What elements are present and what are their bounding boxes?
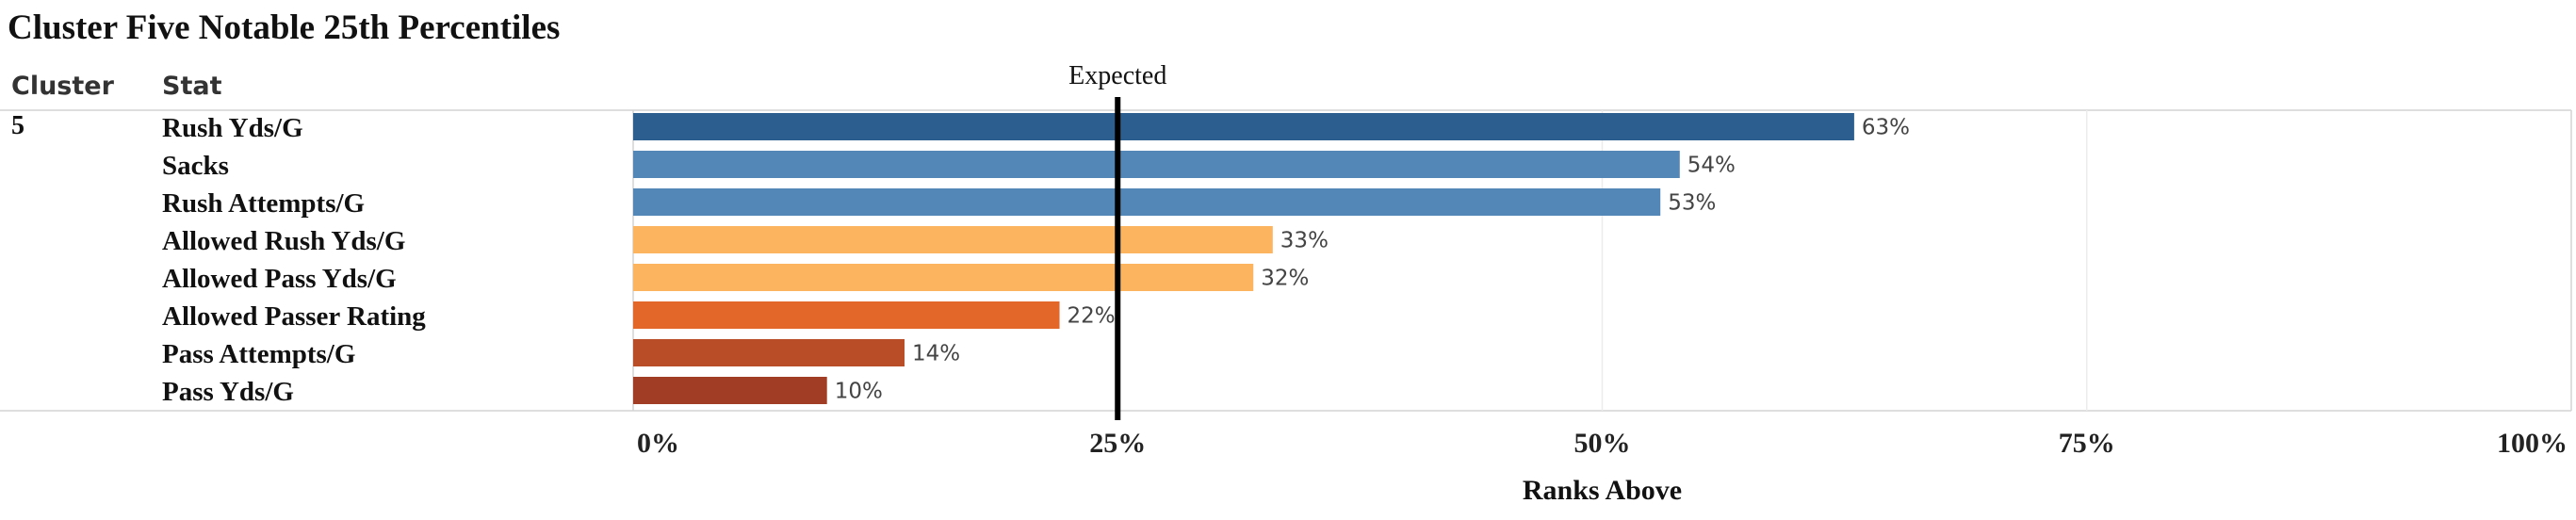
x-tick-label: 50%: [1574, 428, 1631, 459]
x-axis-title: Ranks Above: [1523, 475, 1682, 506]
x-tick-label: 25%: [1089, 428, 1146, 459]
x-tick-label: 75%: [2059, 428, 2115, 459]
value-label: 32%: [1261, 267, 1309, 291]
chart-title: Cluster Five Notable 25th Percentiles: [8, 8, 561, 47]
row-label: Pass Yds/G: [162, 377, 294, 407]
bar: [633, 339, 905, 366]
row-label: Allowed Passer Rating: [162, 301, 426, 332]
reference-line-label: Expected: [1068, 61, 1166, 90]
value-label: 33%: [1280, 229, 1329, 253]
cluster-column-header: Cluster: [11, 72, 114, 101]
row-label: Rush Attempts/G: [162, 188, 366, 219]
value-label: 10%: [835, 380, 883, 404]
cluster-value: 5: [11, 111, 24, 140]
row-label: Sacks: [162, 151, 229, 181]
row-label: Allowed Rush Yds/G: [162, 226, 406, 256]
bar: [633, 113, 1854, 140]
bar: [633, 188, 1661, 216]
bar: [633, 301, 1060, 329]
x-tick-label: 0%: [637, 428, 679, 459]
x-tick-label: 100%: [2497, 428, 2568, 459]
bar: [633, 151, 1680, 178]
value-label: 54%: [1687, 154, 1736, 178]
bar: [633, 377, 827, 404]
value-label: 22%: [1068, 304, 1116, 329]
bar: [633, 226, 1273, 253]
value-label: 53%: [1668, 191, 1716, 216]
bar: [633, 264, 1254, 291]
row-label: Pass Attempts/G: [162, 339, 356, 369]
value-label: 63%: [1862, 116, 1910, 140]
stat-column-header: Stat: [162, 72, 222, 101]
row-label: Allowed Pass Yds/G: [162, 264, 397, 294]
row-label: Rush Yds/G: [162, 113, 303, 143]
value-label: 14%: [912, 342, 960, 366]
